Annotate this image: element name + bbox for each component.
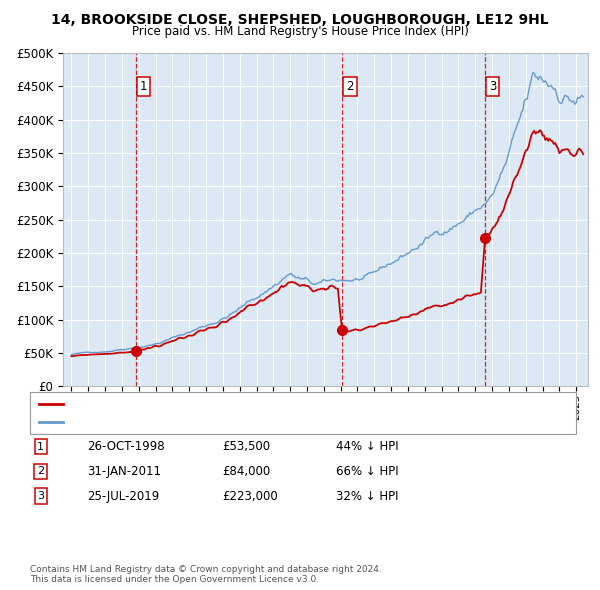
Text: 1: 1 — [37, 442, 44, 451]
Text: £84,000: £84,000 — [222, 465, 270, 478]
Text: HPI: Average price, detached house, Charnwood: HPI: Average price, detached house, Char… — [68, 417, 320, 427]
Text: Price paid vs. HM Land Registry's House Price Index (HPI): Price paid vs. HM Land Registry's House … — [131, 25, 469, 38]
Text: 26-OCT-1998: 26-OCT-1998 — [87, 440, 164, 453]
Text: 1: 1 — [140, 80, 148, 93]
Text: 32% ↓ HPI: 32% ↓ HPI — [336, 490, 398, 503]
Text: 3: 3 — [489, 80, 496, 93]
Text: 2: 2 — [37, 467, 44, 476]
Text: 31-JAN-2011: 31-JAN-2011 — [87, 465, 161, 478]
Text: £53,500: £53,500 — [222, 440, 270, 453]
Text: 25-JUL-2019: 25-JUL-2019 — [87, 490, 159, 503]
Text: 66% ↓ HPI: 66% ↓ HPI — [336, 465, 398, 478]
Text: 44% ↓ HPI: 44% ↓ HPI — [336, 440, 398, 453]
Text: £223,000: £223,000 — [222, 490, 278, 503]
Text: 14, BROOKSIDE CLOSE, SHEPSHED, LOUGHBOROUGH, LE12 9HL (detached house): 14, BROOKSIDE CLOSE, SHEPSHED, LOUGHBORO… — [68, 399, 497, 409]
Text: 14, BROOKSIDE CLOSE, SHEPSHED, LOUGHBOROUGH, LE12 9HL: 14, BROOKSIDE CLOSE, SHEPSHED, LOUGHBORO… — [51, 13, 549, 27]
Text: Contains HM Land Registry data © Crown copyright and database right 2024.
This d: Contains HM Land Registry data © Crown c… — [30, 565, 382, 584]
Text: 2: 2 — [346, 80, 353, 93]
Text: 3: 3 — [37, 491, 44, 501]
